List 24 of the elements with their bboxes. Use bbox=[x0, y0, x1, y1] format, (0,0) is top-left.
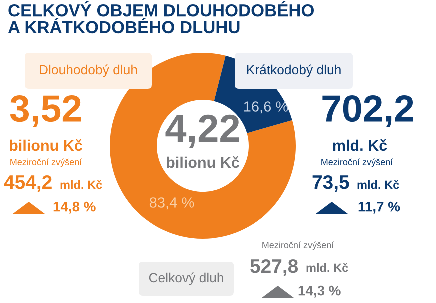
text: mld. Kč bbox=[60, 180, 102, 190]
slice-label: Krátkodobý dluh bbox=[247, 64, 341, 78]
chart-title: CELKOVÝ OBJEM DLOUHODOBÉHO A KRÁTKODOBÉHO DLUHU bbox=[8, 1, 314, 34]
text: 14,3 % bbox=[298, 286, 341, 298]
text: 73,5 bbox=[312, 175, 350, 192]
text: Meziroční zvýšení bbox=[10, 158, 82, 168]
text: 11,7 % bbox=[358, 202, 400, 214]
text: mld. Kč bbox=[358, 180, 400, 190]
text: 702,2 bbox=[322, 96, 414, 128]
text: 454,2 bbox=[4, 175, 52, 192]
text: Celkový dluh bbox=[149, 272, 224, 286]
text: mld. Kč bbox=[333, 140, 388, 152]
text: Meziroční zvýšení bbox=[322, 158, 394, 168]
text: 3,52 bbox=[10, 96, 81, 128]
data-label: 83,4 % bbox=[150, 198, 194, 210]
text: mld. Kč bbox=[306, 263, 348, 272]
text: 4,22 bbox=[166, 114, 240, 148]
slice-label: Dlouhodobý dluh bbox=[40, 64, 138, 78]
text: 14,8 % bbox=[54, 202, 96, 214]
text: bilionu Kč bbox=[10, 140, 82, 152]
text: Meziroční zvýšení bbox=[262, 242, 334, 250]
text: bilionu Kč bbox=[167, 156, 240, 168]
text: 527,8 bbox=[250, 259, 298, 276]
data-label: 16,6 % bbox=[244, 102, 288, 114]
